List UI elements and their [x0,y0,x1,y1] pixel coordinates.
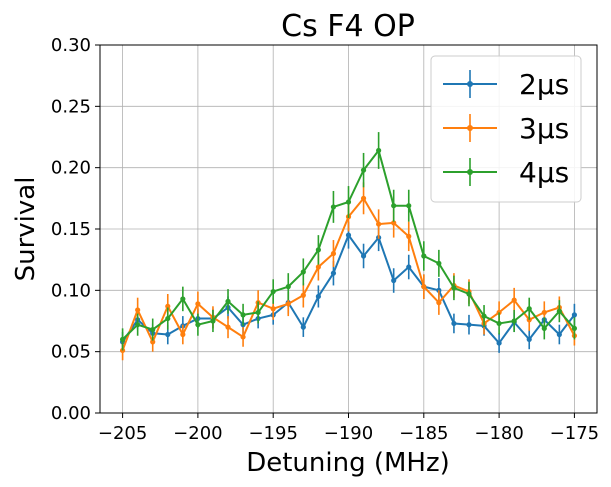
data-point [225,324,231,330]
legend-label: 2μs [519,68,569,101]
data-point [225,298,231,304]
x-tick-label: −180 [474,423,523,444]
data-point [285,301,291,307]
data-point [466,322,472,328]
data-point [436,260,442,266]
data-point [466,291,472,297]
x-axis: −205 −200 −195 −190 −185 −180 −175 [98,413,599,444]
data-point [195,301,201,307]
data-point [391,220,397,226]
x-tick-label: −205 [98,423,147,444]
data-point [135,322,141,328]
data-point [285,284,291,290]
data-point [481,313,487,319]
data-point [391,277,397,284]
data-point [150,326,156,333]
data-point [526,336,532,342]
data-point [300,269,306,275]
data-point [315,293,321,300]
data-point [496,320,502,327]
data-point [270,306,276,312]
data-point [541,309,547,316]
data-point [165,315,171,322]
data-point [360,167,367,173]
data-point [270,288,276,295]
data-point [406,233,412,239]
data-point [376,147,382,154]
x-axis-label: Detuning (MHz) [246,448,450,478]
data-point [511,318,517,324]
y-tick-label: 0.20 [51,158,91,179]
data-point [345,232,352,238]
series-layer [119,132,578,361]
data-point [345,199,352,205]
y-tick-label: 0.25 [51,96,91,117]
data-point [406,264,412,270]
data-point [556,308,562,314]
data-point [496,340,502,346]
data-point [571,312,578,318]
data-point [360,253,367,259]
legend-marker [467,125,473,131]
data-point [451,285,457,291]
y-tick-label: 0.00 [51,403,91,424]
data-point [240,312,246,318]
y-tick-label: 0.15 [51,219,91,240]
data-point [330,250,337,257]
y-axis: 0.00 0.05 0.10 0.15 0.20 0.25 0.30 [51,35,100,424]
data-point [300,324,306,330]
data-point [436,300,442,306]
x-tick-label: −175 [550,423,599,444]
data-point [315,264,321,270]
x-tick-label: −190 [324,423,373,444]
legend-marker [467,81,473,87]
chart-title: Cs F4 OP [281,9,415,44]
data-point [240,334,246,340]
data-point [180,331,186,338]
data-point [451,320,457,327]
x-tick-label: −195 [248,423,297,444]
data-point [300,292,306,298]
data-point [571,325,578,331]
legend-box [430,55,582,203]
plot-frame [99,44,598,414]
y-tick-label: 0.05 [51,342,91,363]
data-point [195,322,201,328]
data-point [330,270,337,276]
data-point [165,303,171,309]
legend: 2μs 3μs 4μs [430,55,582,203]
data-point [511,297,517,303]
data-point [119,336,126,342]
data-point [406,203,412,209]
data-point [330,204,337,210]
data-point [210,318,216,324]
data-point [255,309,261,316]
series-2 [119,132,578,351]
data-point [165,331,171,338]
data-point [150,339,156,345]
data-point [135,307,141,313]
y-tick-label: 0.30 [51,35,91,56]
data-point [421,253,427,259]
legend-label: 3μs [519,112,569,145]
data-point [315,247,321,253]
y-tick-label: 0.10 [51,280,91,301]
x-tick-label: −185 [399,423,448,444]
y-axis-label: Survival [11,177,41,282]
data-point [421,284,427,290]
data-point [526,306,532,312]
data-point [556,331,562,338]
data-point [360,195,367,201]
data-point [180,296,186,302]
data-point [376,221,382,227]
legend-label: 4μs [519,156,569,189]
x-tick-label: −200 [173,423,222,444]
legend-marker [467,169,473,175]
data-point [541,325,547,331]
data-point [391,203,397,209]
